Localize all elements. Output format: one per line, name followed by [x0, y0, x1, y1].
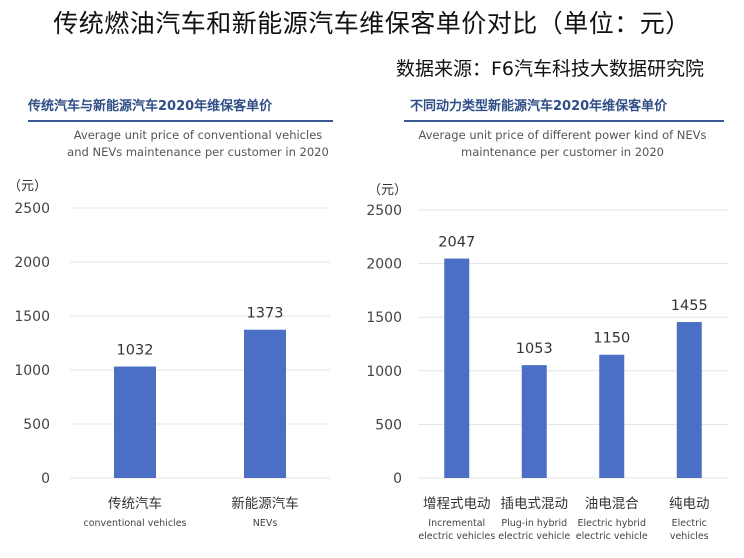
left-chart-unit-label: （元） [8, 179, 47, 194]
left-chart-rule [28, 120, 333, 122]
right-chart-bar [676, 322, 702, 478]
right-chart-rule [404, 120, 724, 122]
right-chart-category-label-en: Electric hybrid [578, 518, 646, 529]
right-chart-category-label: 插电式混动 [501, 496, 569, 512]
left-chart-subtitle-line-2: and NEVs maintenance per customer in 202… [67, 145, 329, 159]
right-chart-y-tick-label: 0 [393, 471, 402, 487]
left-chart-y-tick-label: 0 [41, 471, 50, 487]
right-chart-unit-label: （元） [368, 183, 407, 198]
right-chart-title: 不同动力类型新能源汽车2020年维保客单价 [410, 99, 668, 114]
right-chart-category-label-en: Plug-in hybrid [501, 518, 567, 529]
right-chart-subtitle-line-1: Average unit price of different power ki… [418, 128, 707, 142]
left-chart-data-label: 1032 [117, 343, 154, 359]
data-source: 数据来源：F6汽车科技大数据研究院 [395, 58, 704, 80]
right-chart-category-label-en: vehicles [670, 531, 709, 542]
right-chart-category-label-en: electric vehicle [498, 531, 570, 542]
right-chart-bar [444, 258, 470, 478]
right-chart-category-label: 增程式电动 [423, 496, 491, 512]
right-chart-data-label: 2047 [438, 235, 475, 251]
right-chart-data-label: 1053 [516, 341, 553, 357]
left-chart-y-tick-label: 500 [23, 417, 50, 433]
right-chart-y-tick-label: 1500 [366, 310, 402, 326]
right-chart-category-label-en: Electric [672, 518, 707, 529]
right-chart-category-label-en: electric vehicles [418, 531, 495, 542]
right-chart-data-label: 1150 [593, 331, 630, 347]
left-chart-category-label: 传统汽车 [108, 495, 162, 512]
right-chart-subtitle-line-2: maintenance per customer in 2020 [461, 145, 664, 159]
left-chart-subtitle-line-1: Average unit price of conventional vehic… [73, 128, 323, 142]
left-chart-category-label: 新能源汽车 [231, 495, 299, 512]
left-chart-data-label: 1373 [247, 306, 284, 322]
right-chart-subtitle: Average unit price of different power ki… [385, 127, 740, 161]
left-chart-bar [114, 366, 156, 478]
right-chart-y-tick-label: 2500 [366, 203, 402, 219]
left-chart-subtitle: Average unit price of conventional vehic… [28, 127, 368, 161]
page-title: 传统燃油汽车和新能源汽车维保客单价对比（单位：元） [53, 9, 691, 38]
left-bar-chart: （元） 0 500 1000 1500 2000 2500 1032 传统汽车 conventio… [8, 179, 330, 529]
left-chart-y-tick-label: 1500 [14, 309, 50, 325]
left-chart-category-label-en: conventional vehicles [83, 518, 186, 529]
left-chart-y-tick-label: 1000 [14, 363, 50, 379]
right-chart-y-tick-label: 1000 [366, 364, 402, 380]
right-chart-category-label-en: electric vehicle [576, 531, 648, 542]
left-chart-y-tick-label: 2500 [14, 201, 50, 217]
right-bar-chart: （元） 0 500 1000 1500 2000 2500 2047 增程式电动 Incremen… [366, 183, 728, 542]
right-chart-category-label: 纯电动 [669, 496, 710, 512]
right-chart-data-label: 1455 [671, 298, 708, 314]
left-chart-y-tick-label: 2000 [14, 255, 50, 271]
right-chart-y-tick-label: 500 [375, 417, 402, 433]
left-chart-bar [244, 329, 286, 478]
right-chart-category-label: 油电混合 [585, 496, 639, 512]
right-chart-bar [599, 354, 625, 478]
right-chart-category-label-en: Incremental [428, 518, 485, 529]
left-chart-title: 传统汽车与新能源汽车2020年维保客单价 [28, 99, 273, 114]
right-chart-y-tick-label: 2000 [366, 257, 402, 273]
right-chart-bar [521, 365, 547, 478]
left-chart-category-label-en: NEVs [253, 518, 278, 529]
